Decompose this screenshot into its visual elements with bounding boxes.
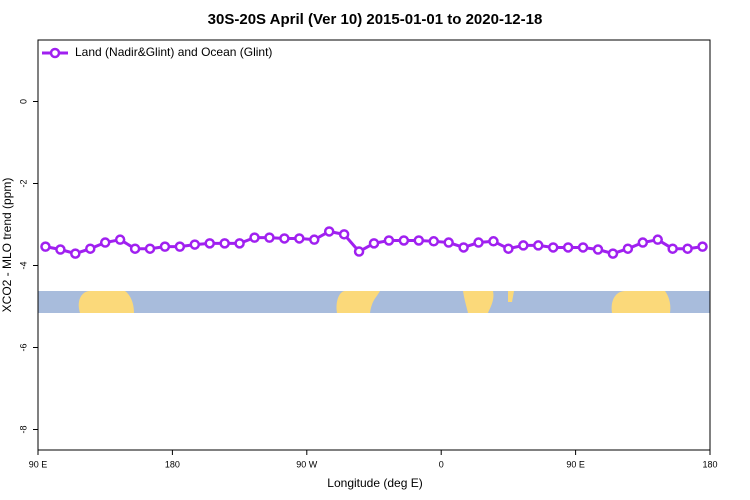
- data-point: [413, 235, 425, 246]
- data-point: [607, 248, 619, 259]
- data-point: [547, 242, 559, 253]
- data-point: [488, 236, 499, 247]
- legend-label: Land (Nadir&Glint) and Ocean (Glint): [75, 45, 272, 59]
- data-point: [577, 242, 589, 253]
- data-point: [159, 241, 171, 252]
- y-tick-label: -2: [18, 179, 28, 187]
- data-point: [55, 244, 66, 255]
- data-point: [562, 242, 574, 253]
- data-point: [264, 232, 275, 243]
- plot-frame: [37, 39, 711, 451]
- data-point: [70, 248, 81, 259]
- data-point: [652, 234, 663, 245]
- y-tick-label: -8: [18, 425, 28, 433]
- data-point: [129, 243, 141, 254]
- data-point: [279, 233, 290, 244]
- data-point: [622, 243, 634, 254]
- data-point: [294, 233, 305, 244]
- data-point: [85, 243, 96, 254]
- data-point: [338, 229, 350, 240]
- data-point: [383, 235, 395, 246]
- data-point: [368, 238, 380, 249]
- data-point: [533, 240, 544, 251]
- data-point: [398, 235, 410, 246]
- y-tick-label: -4: [18, 261, 28, 269]
- data-point: [323, 226, 335, 237]
- data-point: [592, 244, 604, 255]
- data-point: [353, 246, 365, 257]
- x-tick-label: 180: [165, 459, 180, 469]
- x-axis-label: Longitude (deg E): [327, 476, 422, 490]
- x-tick-label: 180: [702, 459, 717, 469]
- data-point: [144, 243, 156, 254]
- data-point: [234, 238, 245, 249]
- y-axis-label: XCO2 - MLO trend (ppm): [0, 178, 14, 313]
- legend-marker: [49, 47, 61, 59]
- data-point: [40, 241, 51, 252]
- data-point: [99, 237, 111, 248]
- data-point: [518, 240, 529, 251]
- x-tick-label: 90 E: [29, 459, 48, 469]
- x-tick-label: 90 E: [566, 459, 585, 469]
- y-tick-label: 0: [18, 99, 28, 104]
- data-point: [443, 237, 454, 248]
- data-point: [189, 239, 201, 250]
- data-point: [697, 241, 708, 252]
- data-point: [204, 238, 215, 249]
- data-point: [309, 234, 320, 245]
- data-point: [458, 242, 469, 253]
- data-point: [503, 243, 514, 254]
- x-tick-label: 0: [439, 459, 444, 469]
- chart-title: 30S-20S April (Ver 10) 2015-01-01 to 202…: [208, 11, 543, 28]
- data-point: [637, 237, 649, 248]
- data-point: [219, 238, 230, 249]
- map-strip: [38, 291, 710, 313]
- data-point: [428, 236, 439, 247]
- x-tick-label: 90 W: [296, 459, 318, 469]
- data-point: [682, 243, 693, 254]
- data-point: [174, 241, 186, 252]
- data-point: [249, 232, 260, 243]
- data-point: [667, 243, 678, 254]
- data-point: [114, 234, 126, 245]
- y-tick-label: -6: [18, 343, 28, 351]
- data-point: [473, 237, 484, 248]
